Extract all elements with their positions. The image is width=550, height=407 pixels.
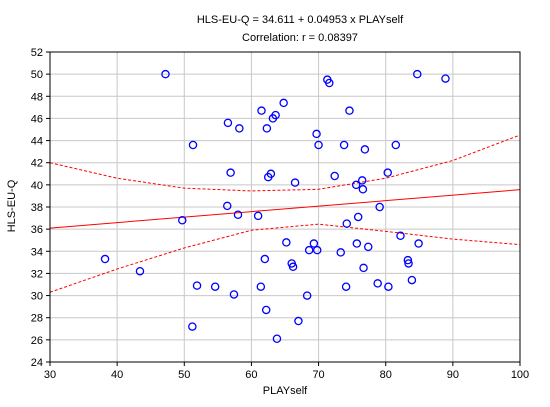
data-point xyxy=(188,140,198,150)
data-point xyxy=(253,211,263,221)
data-point xyxy=(375,202,384,212)
y-tick-label: 38 xyxy=(31,202,43,214)
data-point xyxy=(364,242,373,252)
data-point xyxy=(353,212,363,222)
y-tick-label: 48 xyxy=(31,91,43,103)
data-point xyxy=(413,69,422,79)
y-tick-label: 34 xyxy=(31,246,43,258)
x-tick-label: 70 xyxy=(312,369,324,381)
data-point xyxy=(314,140,323,150)
y-tick-label: 26 xyxy=(31,335,43,347)
x-tick-label: 100 xyxy=(511,369,529,381)
data-point xyxy=(345,106,354,115)
data-point xyxy=(100,254,110,264)
data-point xyxy=(396,231,405,241)
data-point xyxy=(262,124,272,133)
data-point xyxy=(271,110,280,120)
data-point xyxy=(178,216,187,225)
data-point xyxy=(403,255,413,265)
x-tick-label: 90 xyxy=(447,369,459,381)
data-point xyxy=(260,254,270,264)
data-point xyxy=(223,118,233,128)
x-axis-label: PLAYself xyxy=(263,385,308,397)
y-tick-label: 42 xyxy=(31,158,43,170)
data-point xyxy=(226,168,235,177)
y-tick-label: 24 xyxy=(31,357,43,369)
x-tick-label: 60 xyxy=(245,369,257,381)
data-point xyxy=(304,245,314,255)
y-tick-label: 40 xyxy=(31,180,43,192)
data-point xyxy=(294,316,303,326)
data-point xyxy=(351,180,361,190)
data-point xyxy=(312,245,322,255)
data-point xyxy=(339,140,349,150)
confidence-upper-line xyxy=(49,134,521,192)
data-point xyxy=(188,322,197,331)
confidence-band xyxy=(49,134,521,293)
data-points xyxy=(100,69,450,343)
data-point xyxy=(309,239,319,248)
data-point xyxy=(256,282,266,291)
confidence-lower-line xyxy=(49,223,521,293)
y-tick-label: 30 xyxy=(31,291,43,303)
data-point xyxy=(302,291,312,300)
data-point xyxy=(414,239,423,248)
data-point xyxy=(257,106,266,115)
y-tick-label: 36 xyxy=(31,224,43,236)
data-point xyxy=(357,176,367,185)
data-point xyxy=(233,210,243,219)
data-point xyxy=(272,334,282,343)
data-point xyxy=(279,98,288,108)
data-point xyxy=(192,281,202,290)
chart-title: HLS-EU-Q = 34.611 + 0.04953 x PLAYself xyxy=(197,14,404,26)
data-point xyxy=(290,178,300,187)
y-tick-label: 52 xyxy=(31,47,43,59)
y-tick-label: 44 xyxy=(31,136,43,148)
data-point xyxy=(161,69,170,79)
data-point xyxy=(358,185,368,194)
data-point xyxy=(383,168,392,177)
data-point xyxy=(384,282,393,291)
x-axis-ticks: 30 40 50 60 70 80 90 100 xyxy=(44,362,529,381)
y-tick-label: 32 xyxy=(31,268,43,280)
data-point xyxy=(229,290,239,299)
data-point xyxy=(441,74,450,83)
x-tick-label: 80 xyxy=(380,369,392,381)
data-point xyxy=(223,201,232,211)
data-point xyxy=(373,279,382,288)
data-point xyxy=(342,219,352,228)
data-point xyxy=(235,124,244,133)
data-point xyxy=(407,275,417,285)
data-point xyxy=(312,129,321,139)
data-point xyxy=(391,140,401,150)
data-point xyxy=(288,262,298,272)
data-point xyxy=(325,78,334,88)
y-axis-label: HLS-EU-Q xyxy=(6,179,18,232)
x-tick-label: 30 xyxy=(44,369,56,381)
data-point xyxy=(282,238,291,247)
data-point xyxy=(352,239,362,248)
data-point xyxy=(210,282,220,291)
grid-lines xyxy=(50,52,520,362)
data-point xyxy=(330,171,339,181)
data-point xyxy=(341,282,351,291)
x-tick-label: 50 xyxy=(178,369,190,381)
y-tick-label: 28 xyxy=(31,313,43,325)
x-tick-label: 40 xyxy=(111,369,123,381)
data-point xyxy=(336,248,345,257)
y-tick-label: 46 xyxy=(31,113,43,125)
y-tick-label: 50 xyxy=(31,69,43,81)
data-point xyxy=(359,263,368,273)
regression-line-group xyxy=(49,189,521,229)
data-point xyxy=(360,145,370,154)
y-axis-ticks: 24 26 28 30 32 34 36 38 40 42 44 46 48 50 52 xyxy=(31,47,50,369)
data-point xyxy=(261,305,271,315)
data-point xyxy=(404,259,413,268)
regression-line xyxy=(49,189,521,229)
data-point xyxy=(135,266,145,276)
chart-subtitle: Correlation: r = 0.08397 xyxy=(242,32,358,44)
data-point xyxy=(266,169,276,179)
